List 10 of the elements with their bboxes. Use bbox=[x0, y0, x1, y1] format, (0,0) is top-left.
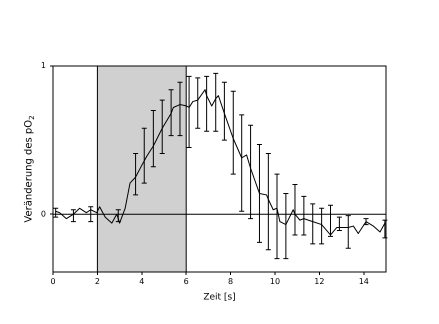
x-tick-label: 0 bbox=[50, 276, 56, 286]
x-tick-label: 6 bbox=[184, 276, 189, 286]
x-tick-label: 4 bbox=[139, 276, 144, 286]
x-tick-label: 14 bbox=[358, 276, 369, 286]
x-axis-title: Zeit [s] bbox=[203, 292, 236, 302]
x-tick-label: 12 bbox=[314, 276, 324, 286]
x-tick-label: 2 bbox=[94, 276, 100, 286]
x-tick-label: 10 bbox=[270, 276, 280, 286]
y-tick-label: 1 bbox=[40, 61, 46, 70]
x-tick-label: 8 bbox=[228, 276, 234, 286]
